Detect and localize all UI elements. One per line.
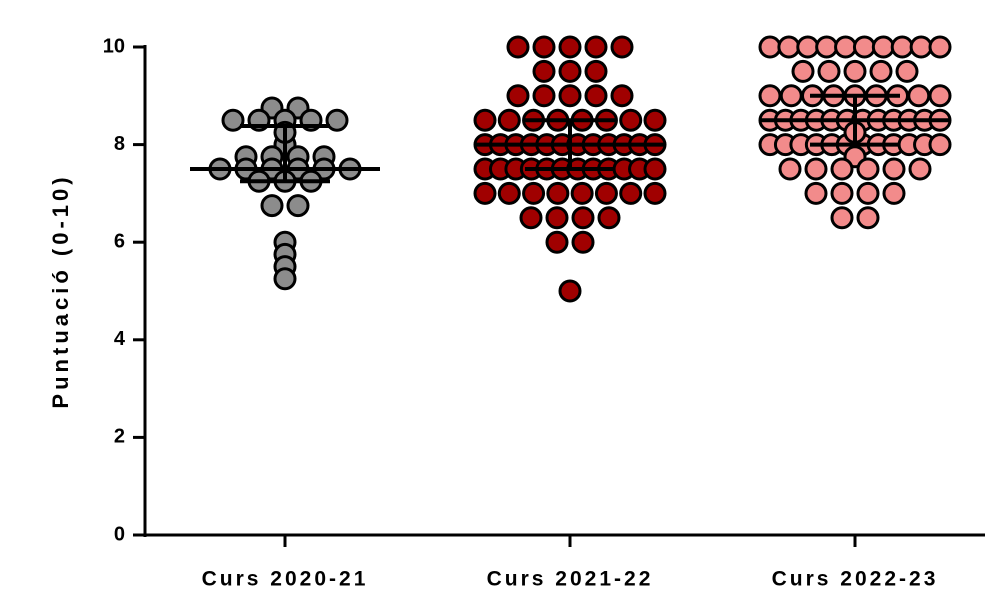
- data-point: [558, 279, 582, 303]
- y-tick-label: 8: [114, 133, 125, 155]
- data-point: [643, 181, 667, 205]
- data-point: [928, 35, 952, 59]
- x-tick-label: Curs 2020-21: [202, 568, 369, 591]
- data-point: [791, 59, 815, 83]
- data-point: [584, 35, 608, 59]
- data-point: [571, 230, 595, 254]
- data-point: [890, 35, 914, 59]
- data-point: [558, 35, 582, 59]
- data-point: [584, 84, 608, 108]
- y-tick-label: 4: [114, 328, 126, 350]
- data-point: [619, 108, 643, 132]
- data-point: [856, 157, 880, 181]
- data-point: [817, 59, 841, 83]
- data-point: [273, 267, 297, 291]
- data-point: [571, 206, 595, 230]
- data-point: [815, 35, 839, 59]
- y-tick-label: 2: [114, 426, 125, 448]
- y-axis-label: Puntuació (0-10): [48, 173, 73, 408]
- data-point: [532, 84, 556, 108]
- data-point: [260, 194, 284, 218]
- data-point: [286, 194, 310, 218]
- data-point: [778, 157, 802, 181]
- data-point: [830, 206, 854, 230]
- data-point: [558, 59, 582, 83]
- data-point: [325, 108, 349, 132]
- data-point: [928, 133, 952, 157]
- data-point: [519, 206, 543, 230]
- data-point: [804, 181, 828, 205]
- data-point: [473, 108, 497, 132]
- data-point: [545, 230, 569, 254]
- x-tick-label: Curs 2021-22: [487, 568, 654, 591]
- data-point: [895, 59, 919, 83]
- data-point: [473, 181, 497, 205]
- data-point: [907, 84, 931, 108]
- data-point: [597, 206, 621, 230]
- data-point: [777, 35, 801, 59]
- y-tick-label: 10: [103, 35, 125, 57]
- data-point: [619, 181, 643, 205]
- data-point: [843, 59, 867, 83]
- data-point: [796, 35, 820, 59]
- data-point: [758, 84, 782, 108]
- data-point: [584, 59, 608, 83]
- data-point: [546, 181, 570, 205]
- data-point: [522, 181, 546, 205]
- data-point: [497, 108, 521, 132]
- data-point: [545, 206, 569, 230]
- x-tick-label: Curs 2022-23: [772, 568, 939, 591]
- data-point: [594, 181, 618, 205]
- y-tick-label: 0: [114, 523, 125, 545]
- data-point: [882, 157, 906, 181]
- data-point: [804, 157, 828, 181]
- data-point: [834, 35, 858, 59]
- data-point: [909, 35, 933, 59]
- data-point: [221, 108, 245, 132]
- data-point: [506, 84, 530, 108]
- data-point: [856, 181, 880, 205]
- data-point: [758, 35, 782, 59]
- data-point: [610, 35, 634, 59]
- data-point: [928, 84, 952, 108]
- data-point: [558, 84, 582, 108]
- data-point: [610, 84, 634, 108]
- data-point: [643, 157, 667, 181]
- data-point: [532, 59, 556, 83]
- data-point: [871, 35, 895, 59]
- data-point: [882, 181, 906, 205]
- data-point: [497, 181, 521, 205]
- data-point: [532, 35, 556, 59]
- data-point: [643, 108, 667, 132]
- data-point: [570, 181, 594, 205]
- data-point: [852, 35, 876, 59]
- data-point: [908, 157, 932, 181]
- data-point: [506, 35, 530, 59]
- data-point: [869, 59, 893, 83]
- data-point: [830, 181, 854, 205]
- data-point: [830, 157, 854, 181]
- data-point: [856, 206, 880, 230]
- data-point: [779, 84, 803, 108]
- y-tick-label: 6: [114, 230, 125, 252]
